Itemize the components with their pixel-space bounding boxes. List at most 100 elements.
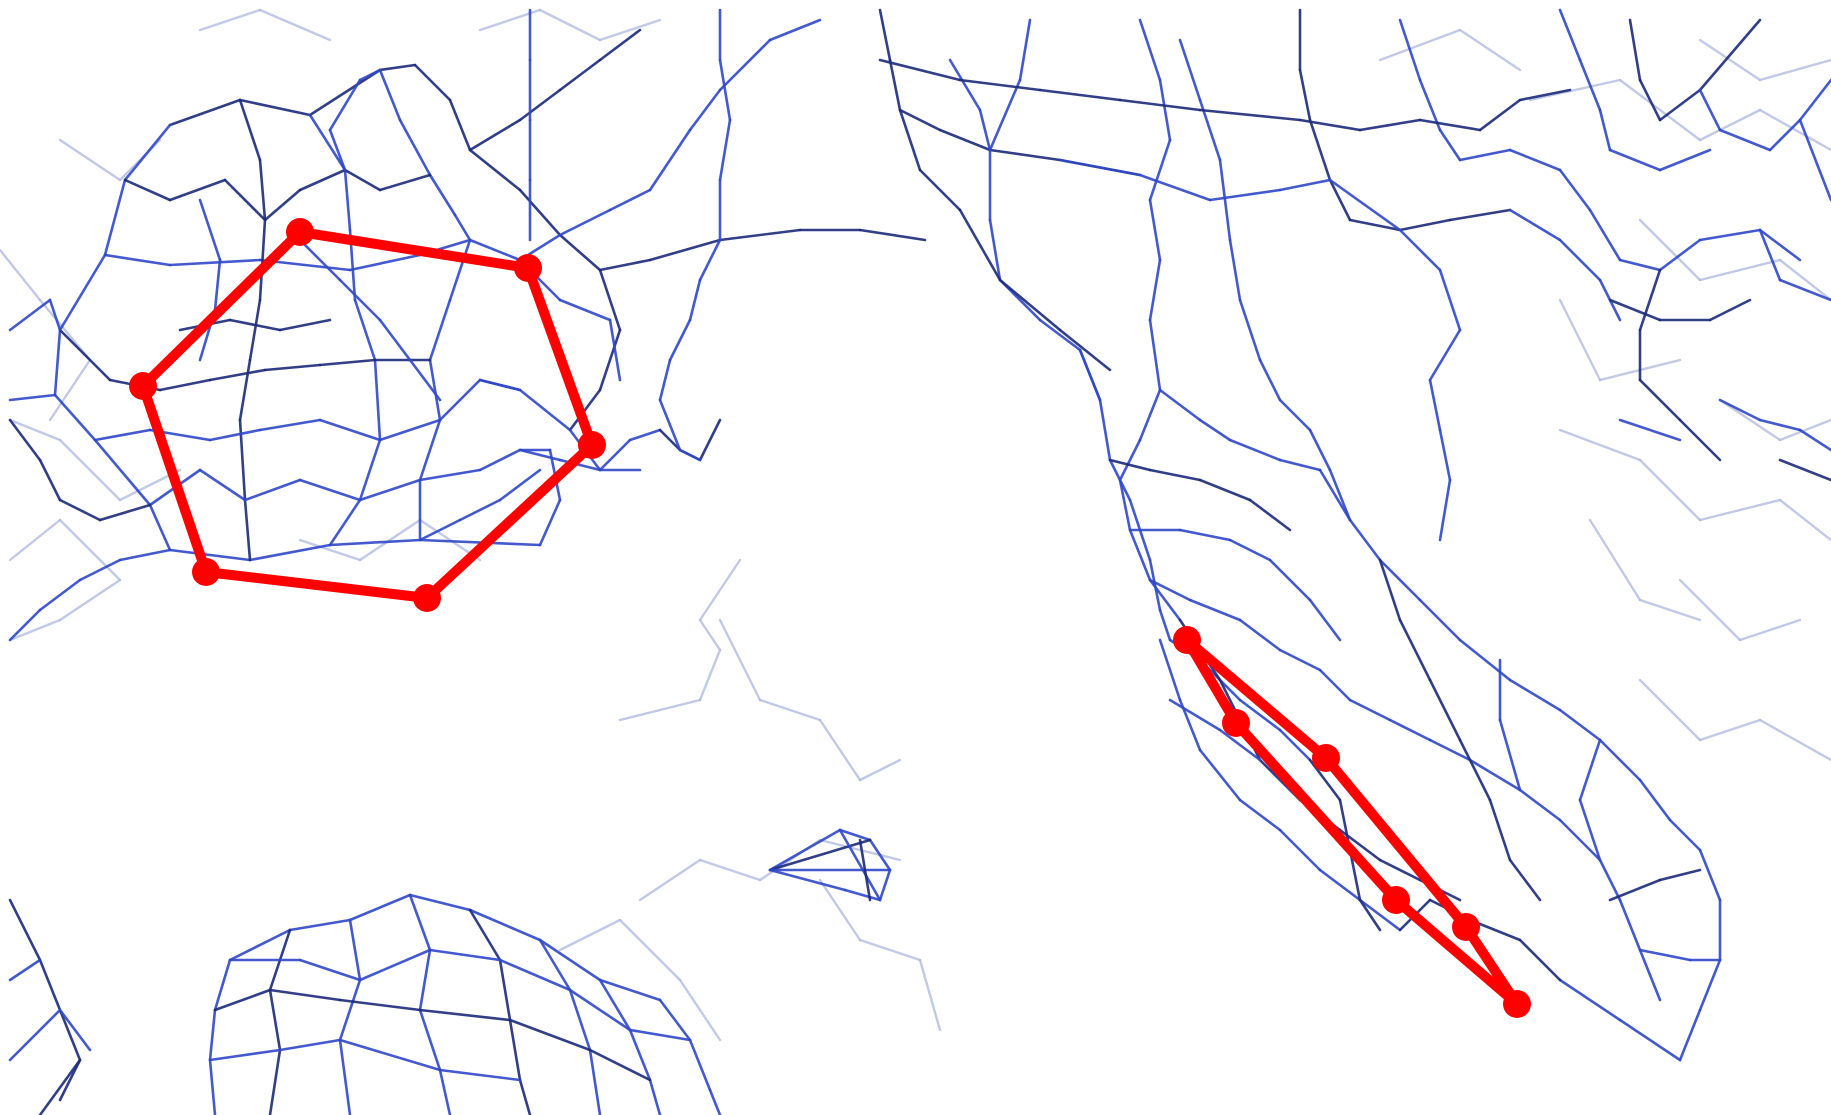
mesh-faint-edge [918,958,942,1032]
mesh-edge [298,168,347,192]
mesh-edge [448,238,472,302]
mesh-edge [318,418,382,442]
mesh-edge [58,253,107,332]
hexagon-ring-vertex-5[interactable] [192,558,220,586]
mesh-edge [688,88,722,132]
mesh-edge [258,418,322,432]
hexagon-ring-vertex-4[interactable] [413,584,441,612]
mesh-edge [558,458,602,472]
mesh-edge [198,468,247,502]
mesh-edge [8,418,42,462]
mesh-edge [678,448,702,462]
mesh-edge [1418,118,1482,132]
mesh-edge [1698,18,1762,92]
mesh-edge [478,448,522,472]
mesh-edge [888,58,902,112]
mesh-edge [858,228,927,242]
mesh-edge [958,208,1002,282]
mesh-edge [8,298,52,332]
mesh-edge [1328,468,1352,522]
elongated-ring-vertex-3[interactable] [1452,913,1480,941]
mesh-edge [598,258,652,272]
mesh-edge [538,498,562,547]
mesh-faint-edge [698,618,722,652]
mesh-edge [228,928,292,962]
mesh-edge [1138,173,1212,202]
mesh-faint-edge [1758,718,1831,762]
hexagon-ring-vertex-3[interactable] [578,431,606,459]
mesh-edge [418,468,482,482]
elongated-ring-vertex-2[interactable] [1312,744,1340,772]
mesh-edge [418,1008,512,1022]
mesh-edge [1608,148,1662,172]
mesh-edge [878,58,962,82]
mesh-edge [1558,168,1592,212]
mesh-edge [1148,468,1202,482]
mesh-edge [498,468,542,502]
mesh-edge [348,918,362,982]
mesh-edge [1428,328,1462,382]
mesh-edge [518,448,562,462]
mesh-edge [1238,298,1262,362]
mesh-edge [878,8,892,62]
mesh-edge [1638,778,1672,822]
elongated-ring-vertex-1[interactable] [1173,626,1201,654]
mesh-edge [1618,258,1662,272]
elongated-ring-vertex-6[interactable] [1222,709,1250,737]
mesh-faint-edge [1738,618,1802,642]
mesh-edge [1588,208,1622,262]
hexagon-ring-vertex-6[interactable] [129,372,157,400]
hexagon-ring-vertex-2[interactable] [514,254,542,282]
mesh-edge [1178,38,1202,102]
mesh-edge [1038,318,1082,352]
mesh-edge [378,68,402,122]
elongated-ring-vertex-5[interactable] [1382,886,1410,914]
mesh-edge [1638,948,1692,962]
mesh-edge [1118,438,1142,482]
mesh-edge [1618,898,1642,952]
mesh-edge [1438,128,1462,162]
mesh-faint-edge [1758,108,1831,152]
mesh-edge [1498,718,1522,792]
mesh-edge [558,233,602,272]
mesh-edge [898,108,942,132]
mesh-edge [1478,98,1522,132]
mesh-edge [123,178,172,202]
mesh-edge [1278,728,1312,762]
mesh-faint-edge [358,518,422,562]
mesh-edge [243,498,252,562]
elongated-ring-vertex-4[interactable] [1503,990,1531,1018]
mesh-edge [1148,258,1162,322]
mesh-faint-edge [1638,218,1702,282]
mesh-edge [308,113,347,172]
mesh-edge [418,948,432,1012]
mesh-edge [718,228,802,242]
mesh-edge [248,298,262,362]
mesh-edge [258,158,267,222]
mesh-edge [858,838,872,902]
mesh-edge [598,268,622,332]
mesh-edge [498,958,512,1022]
mesh-edge [268,1048,282,1115]
mesh-edge [978,108,992,152]
mesh-edge [208,1008,217,1062]
mesh-edge [1718,128,1772,152]
mesh-edge [198,198,222,262]
mesh-edge [1398,18,1422,82]
mesh-edge [1578,58,1602,112]
mesh-faint-edge [0,248,42,302]
mesh-edge [1228,538,1272,562]
mesh-faint-edge [1718,398,1782,442]
mesh-edge [48,298,62,332]
mesh-edge [1228,438,1282,462]
mesh-edge [1308,118,1332,182]
mesh-edge [868,838,892,872]
mesh-edge [478,378,522,392]
mesh-edge [1508,858,1542,902]
mesh-edge [558,298,612,322]
mesh-edge [343,168,382,192]
hexagon-ring-vertex-1[interactable] [286,218,314,246]
mesh-edge [1698,848,1722,902]
mesh-edge [518,88,562,122]
mesh-edge [238,98,312,117]
